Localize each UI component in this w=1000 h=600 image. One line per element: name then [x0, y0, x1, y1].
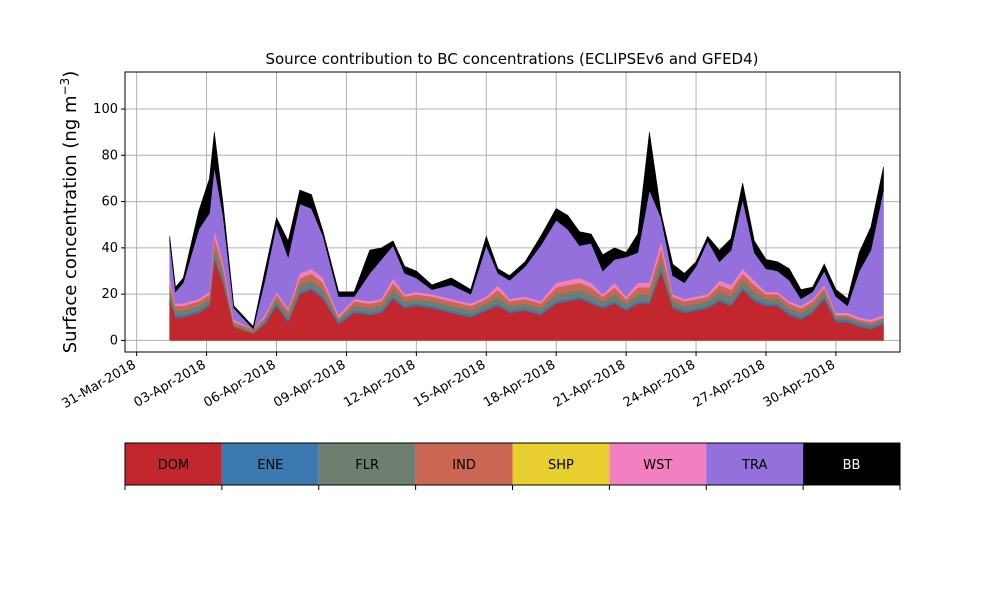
legend-label-ind: IND [452, 458, 476, 473]
stacked-area-series [169, 132, 884, 341]
x-tick-label: 30-Apr-2018 [761, 357, 838, 410]
legend-swatch-ind [415, 443, 513, 485]
legend-swatch-tra [706, 443, 804, 485]
y-tick-label: 0 [110, 333, 118, 348]
source-colorbar-legend: DOM ENE FLR IND SHP WST TRA BB [124, 442, 901, 490]
chart-title: Source contribution to BC concentrations… [265, 50, 758, 68]
legend-swatch-bb [803, 443, 900, 485]
y-tick-label: 40 [101, 241, 118, 256]
legend-label-flr: FLR [355, 458, 379, 473]
x-tick-label: 03-Apr-2018 [131, 357, 208, 410]
x-tick-label: 06-Apr-2018 [201, 357, 278, 410]
y-axis-label: Surface concentration (ng m−3) [58, 71, 81, 354]
legend-label-wst: WST [643, 458, 672, 473]
y-tick-label: 60 [101, 195, 118, 210]
x-tick-label: 21-Apr-2018 [551, 357, 628, 410]
y-axis-ticks: 0 20 40 60 80 100 [93, 102, 125, 348]
legend-label-bb: BB [843, 458, 861, 473]
legend-swatch-ene [221, 443, 319, 485]
x-tick-label: 18-Apr-2018 [481, 357, 558, 410]
legend-label-ene: ENE [257, 458, 283, 473]
x-tick-label: 09-Apr-2018 [271, 357, 348, 410]
legend-label-dom: DOM [158, 458, 189, 473]
legend-label-shp: SHP [548, 458, 574, 473]
legend-swatch-flr [318, 443, 416, 485]
y-tick-label: 20 [101, 287, 118, 302]
legend-swatch-dom [125, 443, 222, 485]
legend-swatch-shp [512, 443, 610, 485]
x-tick-label: 24-Apr-2018 [621, 357, 698, 410]
y-tick-label: 80 [101, 148, 118, 163]
x-tick-label: 15-Apr-2018 [411, 357, 488, 410]
area-bb [169, 132, 884, 330]
plot-frame [124, 71, 901, 353]
x-tick-label: 31-Mar-2018 [60, 357, 139, 411]
y-tick-label: 100 [93, 102, 118, 117]
legend-label-tra: TRA [741, 458, 767, 473]
x-axis-ticks: 31-Mar-201803-Apr-201806-Apr-201809-Apr-… [60, 352, 838, 412]
legend-swatch-wst [609, 443, 707, 485]
x-tick-label: 12-Apr-2018 [341, 357, 418, 410]
x-tick-label: 27-Apr-2018 [691, 357, 768, 410]
